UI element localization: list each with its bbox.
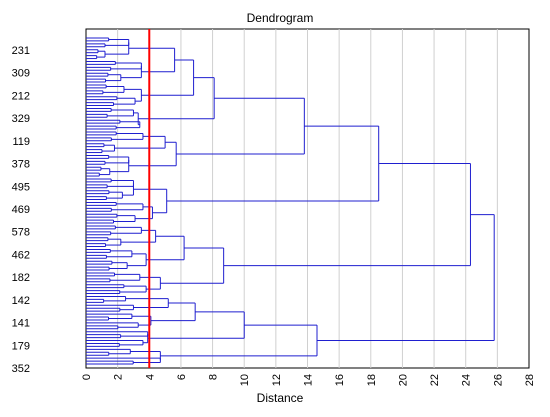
x-tick-labels: 0 2 4 6 8 10 12 14 16 18 20 22 24 26 28 xyxy=(81,374,536,386)
leaf-label: 309 xyxy=(12,68,30,80)
leaf-label: 212 xyxy=(12,90,30,102)
dendrogram-branches xyxy=(86,37,495,365)
leaf-label: 142 xyxy=(12,295,30,307)
leaf-label: 352 xyxy=(12,363,30,375)
x-tick-label: 2 xyxy=(113,374,125,380)
leaf-label: 578 xyxy=(12,227,30,239)
x-tick-label: 4 xyxy=(144,374,156,380)
leaf-label: 141 xyxy=(12,318,30,330)
x-tick-label: 18 xyxy=(366,374,378,386)
x-tick-label: 22 xyxy=(429,374,441,386)
leaf-label: 119 xyxy=(12,136,30,148)
x-tick-label: 26 xyxy=(492,374,504,386)
leaf-label: 182 xyxy=(12,272,30,284)
leaf-label: 231 xyxy=(12,45,30,57)
leaf-label: 462 xyxy=(12,249,30,261)
leaf-label: 329 xyxy=(12,113,30,125)
x-tick-label: 6 xyxy=(176,374,188,380)
x-tick-label: 12 xyxy=(271,374,283,386)
leaf-label: 495 xyxy=(12,181,30,193)
leaf-label: 179 xyxy=(12,340,30,352)
x-tick-label: 20 xyxy=(397,374,409,386)
x-tick-label: 24 xyxy=(461,374,473,386)
x-tick-label: 16 xyxy=(334,374,346,386)
chart-title: Dendrogram xyxy=(247,11,314,25)
x-tick-label: 28 xyxy=(524,374,536,386)
leaf-label: 378 xyxy=(12,159,30,171)
x-tick-label: 0 xyxy=(81,374,93,380)
leaf-label: 469 xyxy=(12,204,30,216)
x-tick-label: 10 xyxy=(239,374,251,386)
x-axis-label: Distance xyxy=(257,391,304,405)
leaf-labels: 231 309 212 329 119 378 495 469 578 462 182 142 141 1… xyxy=(12,45,30,375)
x-tick-label: 14 xyxy=(303,374,315,386)
x-tick-label: 8 xyxy=(208,374,220,380)
